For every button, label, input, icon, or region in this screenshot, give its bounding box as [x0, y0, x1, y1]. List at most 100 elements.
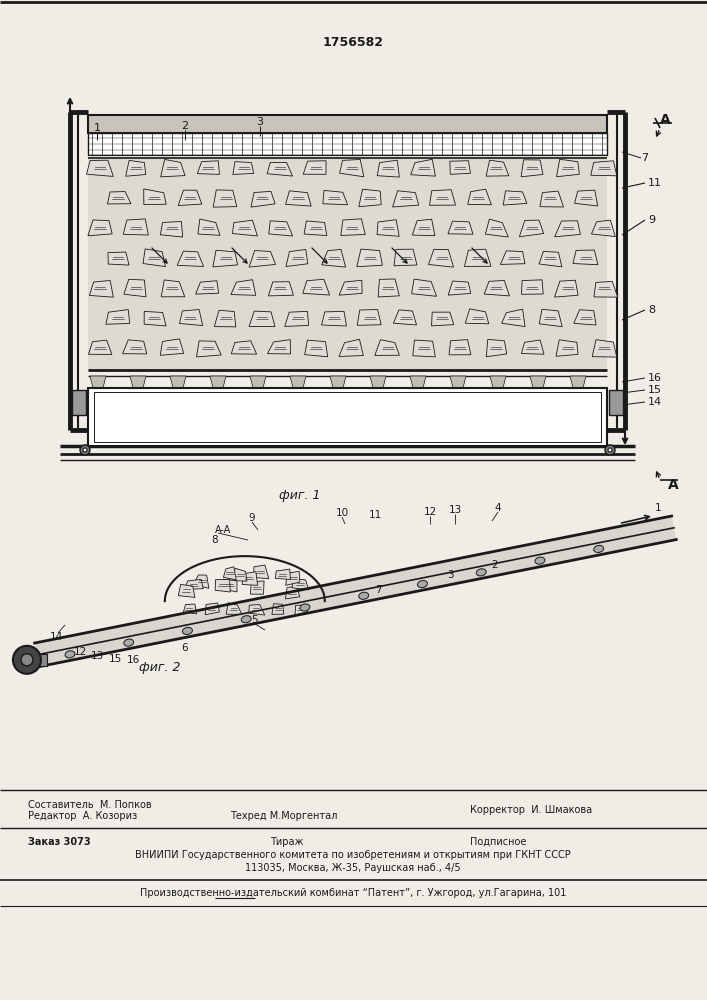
Polygon shape: [501, 251, 525, 264]
Polygon shape: [592, 340, 617, 357]
Text: 2: 2: [182, 121, 189, 131]
Polygon shape: [295, 605, 308, 615]
Polygon shape: [410, 376, 426, 388]
Text: Подписное: Подписное: [470, 837, 527, 847]
Polygon shape: [554, 280, 578, 297]
Polygon shape: [305, 340, 328, 357]
Polygon shape: [242, 572, 257, 585]
Text: 16: 16: [648, 373, 662, 383]
Polygon shape: [108, 252, 129, 265]
Ellipse shape: [594, 545, 604, 553]
Text: Техред М.Моргентал: Техред М.Моргентал: [230, 811, 337, 821]
Polygon shape: [197, 341, 221, 357]
Bar: [88, 156, 607, 370]
Polygon shape: [539, 251, 562, 267]
Polygon shape: [122, 340, 147, 354]
Polygon shape: [178, 584, 195, 597]
Polygon shape: [539, 309, 562, 327]
Polygon shape: [377, 220, 399, 236]
Polygon shape: [330, 376, 346, 388]
Polygon shape: [198, 219, 220, 235]
Polygon shape: [393, 310, 416, 325]
Polygon shape: [392, 191, 419, 207]
Bar: [609, 390, 623, 415]
Polygon shape: [359, 189, 381, 207]
Polygon shape: [339, 159, 364, 177]
Ellipse shape: [358, 592, 368, 599]
Polygon shape: [465, 309, 489, 324]
Polygon shape: [250, 376, 266, 388]
Text: 15: 15: [648, 385, 662, 395]
Polygon shape: [88, 340, 112, 355]
Polygon shape: [89, 280, 113, 297]
Text: 12: 12: [423, 507, 437, 517]
Polygon shape: [214, 310, 236, 327]
Ellipse shape: [241, 616, 251, 623]
Polygon shape: [124, 279, 146, 297]
Polygon shape: [90, 376, 106, 388]
Polygon shape: [428, 249, 453, 267]
Polygon shape: [591, 161, 617, 176]
Bar: [94, 392, 601, 442]
Polygon shape: [290, 376, 306, 388]
Polygon shape: [286, 586, 300, 599]
Polygon shape: [431, 312, 454, 326]
Polygon shape: [210, 376, 226, 388]
Text: 6: 6: [182, 643, 188, 653]
Text: Составитель  М. Попков: Составитель М. Попков: [28, 800, 151, 810]
Polygon shape: [486, 339, 507, 357]
Polygon shape: [214, 190, 237, 207]
Text: Тираж: Тираж: [270, 837, 303, 847]
Polygon shape: [370, 376, 386, 388]
Polygon shape: [323, 190, 348, 205]
Polygon shape: [233, 162, 254, 174]
Polygon shape: [88, 220, 112, 236]
Polygon shape: [468, 189, 491, 205]
Text: 11: 11: [648, 178, 662, 188]
Text: A: A: [668, 478, 679, 492]
Polygon shape: [448, 221, 473, 234]
Polygon shape: [375, 340, 399, 355]
Polygon shape: [276, 569, 291, 579]
Polygon shape: [574, 310, 596, 325]
Polygon shape: [530, 376, 546, 388]
Polygon shape: [221, 579, 237, 592]
Text: Редактор  А. Козориз: Редактор А. Козориз: [28, 811, 137, 821]
Polygon shape: [430, 190, 455, 205]
Text: 14: 14: [648, 397, 662, 407]
Text: ВНИИПИ Государственного комитета по изобретениям и открытиям при ГКНТ СССР: ВНИИПИ Государственного комитета по изоб…: [135, 850, 571, 860]
Polygon shape: [413, 340, 436, 357]
Polygon shape: [196, 281, 218, 294]
Polygon shape: [185, 579, 203, 589]
Text: 1756582: 1756582: [322, 35, 383, 48]
Bar: [88, 115, 607, 133]
Text: Заказ 3073: Заказ 3073: [28, 837, 90, 847]
Polygon shape: [285, 311, 308, 326]
Text: 1: 1: [655, 503, 661, 513]
Polygon shape: [555, 221, 580, 237]
Text: 1: 1: [93, 123, 100, 133]
Polygon shape: [448, 281, 471, 295]
Polygon shape: [357, 249, 382, 267]
Polygon shape: [490, 376, 506, 388]
Bar: [72, 390, 86, 415]
Polygon shape: [411, 159, 436, 176]
Polygon shape: [249, 605, 264, 615]
Text: 16: 16: [127, 655, 139, 665]
Circle shape: [608, 448, 612, 452]
Polygon shape: [231, 280, 256, 295]
Text: A-A: A-A: [215, 525, 231, 535]
Polygon shape: [449, 340, 471, 355]
Polygon shape: [394, 249, 417, 266]
Text: 11: 11: [368, 510, 382, 520]
Polygon shape: [540, 191, 563, 207]
Text: 9: 9: [648, 215, 655, 225]
Polygon shape: [272, 604, 284, 614]
Polygon shape: [412, 219, 435, 236]
Polygon shape: [106, 310, 129, 324]
Ellipse shape: [418, 580, 428, 588]
Polygon shape: [292, 578, 309, 590]
Ellipse shape: [65, 651, 75, 658]
Polygon shape: [522, 340, 544, 354]
Polygon shape: [223, 567, 236, 580]
